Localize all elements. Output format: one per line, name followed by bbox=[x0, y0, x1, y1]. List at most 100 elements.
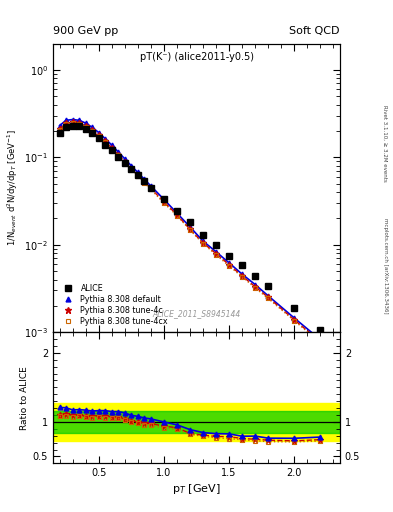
Pythia 8.308 default bbox=[149, 183, 153, 189]
ALICE bbox=[129, 166, 134, 173]
Pythia 8.308 tune-4cx bbox=[77, 120, 81, 126]
Line: ALICE: ALICE bbox=[57, 122, 323, 333]
Pythia 8.308 default bbox=[57, 122, 62, 129]
Pythia 8.308 default bbox=[318, 336, 323, 343]
Pythia 8.308 default bbox=[240, 271, 244, 278]
Pythia 8.308 tune-4c bbox=[83, 123, 88, 129]
Pythia 8.308 tune-4c bbox=[162, 199, 166, 205]
ALICE bbox=[174, 208, 179, 215]
Pythia 8.308 default bbox=[253, 282, 257, 288]
Pythia 8.308 default bbox=[129, 163, 134, 169]
Text: mcplots.cern.ch [arXiv:1306.3436]: mcplots.cern.ch [arXiv:1306.3436] bbox=[383, 219, 387, 314]
Pythia 8.308 default bbox=[187, 224, 192, 230]
Pythia 8.308 tune-4c bbox=[227, 262, 231, 268]
Pythia 8.308 tune-4cx bbox=[142, 180, 147, 186]
ALICE bbox=[109, 147, 114, 154]
Text: ALICE_2011_S8945144: ALICE_2011_S8945144 bbox=[152, 309, 241, 318]
Pythia 8.308 tune-4cx bbox=[70, 120, 75, 126]
Pythia 8.308 default bbox=[96, 130, 101, 136]
Pythia 8.308 tune-4cx bbox=[129, 166, 134, 173]
Pythia 8.308 tune-4cx bbox=[187, 227, 192, 233]
Pythia 8.308 tune-4cx bbox=[162, 200, 166, 206]
Pythia 8.308 tune-4cx bbox=[57, 127, 62, 133]
Pythia 8.308 default bbox=[116, 149, 121, 155]
Pythia 8.308 default bbox=[214, 249, 219, 255]
Pythia 8.308 tune-4c bbox=[57, 126, 62, 132]
ALICE bbox=[240, 262, 244, 268]
Pythia 8.308 tune-4c bbox=[77, 120, 81, 126]
Pythia 8.308 tune-4cx bbox=[240, 274, 244, 280]
ALICE bbox=[201, 232, 206, 238]
Y-axis label: 1/N$_{event}$ d$^{2}$N/dy/dp$_{T}$ [GeV$^{-1}$]: 1/N$_{event}$ d$^{2}$N/dy/dp$_{T}$ [GeV$… bbox=[6, 130, 20, 246]
Pythia 8.308 tune-4cx bbox=[109, 145, 114, 152]
Pythia 8.308 default bbox=[64, 117, 68, 123]
Pythia 8.308 tune-4cx bbox=[227, 263, 231, 269]
Line: Pythia 8.308 default: Pythia 8.308 default bbox=[57, 117, 323, 342]
Pythia 8.308 tune-4c bbox=[266, 294, 271, 301]
Pythia 8.308 tune-4cx bbox=[123, 160, 127, 166]
Pythia 8.308 tune-4cx bbox=[292, 317, 297, 324]
Pythia 8.308 tune-4cx bbox=[214, 251, 219, 258]
ALICE bbox=[123, 160, 127, 166]
Pythia 8.308 tune-4cx bbox=[318, 339, 323, 346]
ALICE bbox=[83, 126, 88, 132]
Text: Soft QCD: Soft QCD bbox=[290, 26, 340, 36]
Pythia 8.308 tune-4c bbox=[123, 159, 127, 165]
Pythia 8.308 default bbox=[109, 142, 114, 148]
ALICE bbox=[253, 273, 257, 279]
Pythia 8.308 tune-4c bbox=[136, 173, 140, 179]
Pythia 8.308 tune-4c bbox=[187, 226, 192, 232]
Pythia 8.308 tune-4cx bbox=[96, 133, 101, 139]
Pythia 8.308 default bbox=[201, 238, 206, 244]
Pythia 8.308 tune-4c bbox=[103, 138, 108, 144]
Pythia 8.308 tune-4c bbox=[64, 120, 68, 126]
Pythia 8.308 tune-4c bbox=[90, 127, 95, 133]
Text: pT(K⁻) (alice2011-y0.5): pT(K⁻) (alice2011-y0.5) bbox=[140, 52, 253, 62]
Line: Pythia 8.308 tune-4cx: Pythia 8.308 tune-4cx bbox=[57, 120, 323, 345]
Pythia 8.308 tune-4c bbox=[292, 317, 297, 323]
Pythia 8.308 tune-4c bbox=[253, 284, 257, 290]
Pythia 8.308 tune-4c bbox=[70, 119, 75, 125]
Pythia 8.308 default bbox=[266, 293, 271, 299]
ALICE bbox=[292, 305, 297, 311]
Text: Rivet 3.1.10, ≥ 3.2M events: Rivet 3.1.10, ≥ 3.2M events bbox=[383, 105, 387, 182]
ALICE bbox=[116, 154, 121, 160]
Line: Pythia 8.308 tune-4c: Pythia 8.308 tune-4c bbox=[56, 119, 324, 345]
Pythia 8.308 default bbox=[83, 120, 88, 126]
Legend: ALICE, Pythia 8.308 default, Pythia 8.308 tune-4c, Pythia 8.308 tune-4cx: ALICE, Pythia 8.308 default, Pythia 8.30… bbox=[57, 281, 171, 328]
ALICE bbox=[187, 219, 192, 225]
Pythia 8.308 default bbox=[70, 117, 75, 123]
ALICE bbox=[162, 196, 166, 202]
Pythia 8.308 tune-4c bbox=[174, 211, 179, 218]
ALICE bbox=[103, 141, 108, 147]
Pythia 8.308 default bbox=[123, 156, 127, 162]
Pythia 8.308 tune-4cx bbox=[174, 212, 179, 219]
Pythia 8.308 tune-4cx bbox=[136, 173, 140, 179]
ALICE bbox=[90, 130, 95, 136]
ALICE bbox=[64, 124, 68, 131]
Pythia 8.308 tune-4c bbox=[129, 166, 134, 172]
Pythia 8.308 tune-4cx bbox=[201, 241, 206, 247]
ALICE bbox=[70, 122, 75, 129]
Pythia 8.308 tune-4c bbox=[96, 132, 101, 138]
Pythia 8.308 tune-4c bbox=[214, 250, 219, 257]
ALICE bbox=[136, 173, 140, 179]
Pythia 8.308 default bbox=[77, 117, 81, 123]
ALICE bbox=[77, 123, 81, 130]
ALICE bbox=[57, 130, 62, 136]
ALICE bbox=[266, 283, 271, 289]
Pythia 8.308 tune-4c bbox=[240, 273, 244, 279]
Pythia 8.308 tune-4cx bbox=[149, 186, 153, 193]
Pythia 8.308 tune-4c bbox=[149, 185, 153, 191]
Pythia 8.308 tune-4c bbox=[201, 240, 206, 246]
Pythia 8.308 tune-4c bbox=[109, 145, 114, 151]
Pythia 8.308 tune-4cx bbox=[103, 139, 108, 145]
Pythia 8.308 tune-4cx bbox=[253, 285, 257, 291]
Pythia 8.308 tune-4c bbox=[116, 152, 121, 158]
Pythia 8.308 tune-4cx bbox=[83, 123, 88, 130]
Pythia 8.308 tune-4cx bbox=[64, 121, 68, 127]
Pythia 8.308 tune-4cx bbox=[90, 127, 95, 134]
Pythia 8.308 default bbox=[90, 124, 95, 131]
Pythia 8.308 default bbox=[103, 136, 108, 142]
Pythia 8.308 tune-4c bbox=[142, 179, 147, 185]
